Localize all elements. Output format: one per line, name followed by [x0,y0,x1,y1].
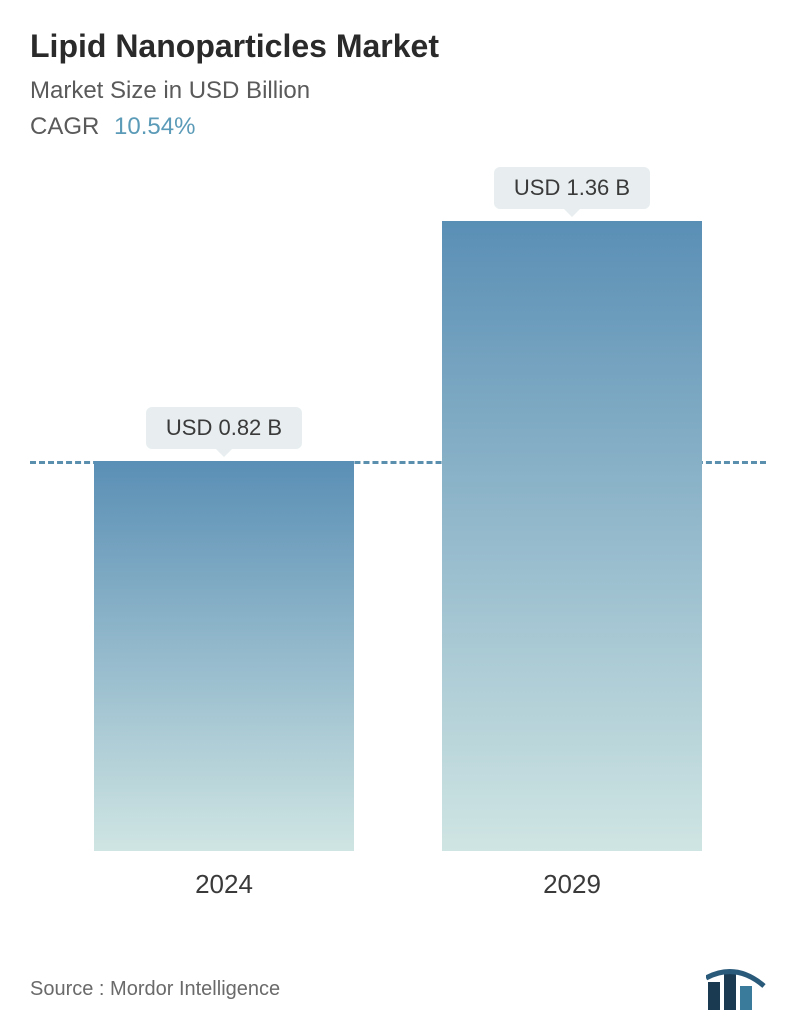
bar-1 [442,221,702,851]
x-label-0: 2024 [94,869,354,900]
bars-wrap: USD 0.82 B USD 1.36 B [30,171,766,851]
source-text: Source : Mordor Intelligence [30,978,280,1001]
chart-title: Lipid Nanoparticles Market [30,28,766,65]
chart-area: USD 0.82 B USD 1.36 B [30,171,766,851]
value-badge-1: USD 1.36 B [494,167,650,209]
bar-group-1: USD 1.36 B [442,167,702,851]
bar-0 [94,461,354,851]
footer: Source : Mordor Intelligence [30,968,766,1010]
chart-container: Lipid Nanoparticles Market Market Size i… [0,0,796,1034]
logo [706,968,766,1010]
logo-icon [706,968,766,1010]
x-axis-labels: 2024 2029 [30,851,766,900]
x-label-1: 2029 [442,869,702,900]
value-badge-0: USD 0.82 B [146,407,302,449]
cagr-row: CAGR 10.54% [30,113,766,141]
cagr-label: CAGR [30,113,99,140]
bar-group-0: USD 0.82 B [94,407,354,851]
chart-subtitle: Market Size in USD Billion [30,77,766,105]
cagr-value: 10.54% [114,113,195,140]
